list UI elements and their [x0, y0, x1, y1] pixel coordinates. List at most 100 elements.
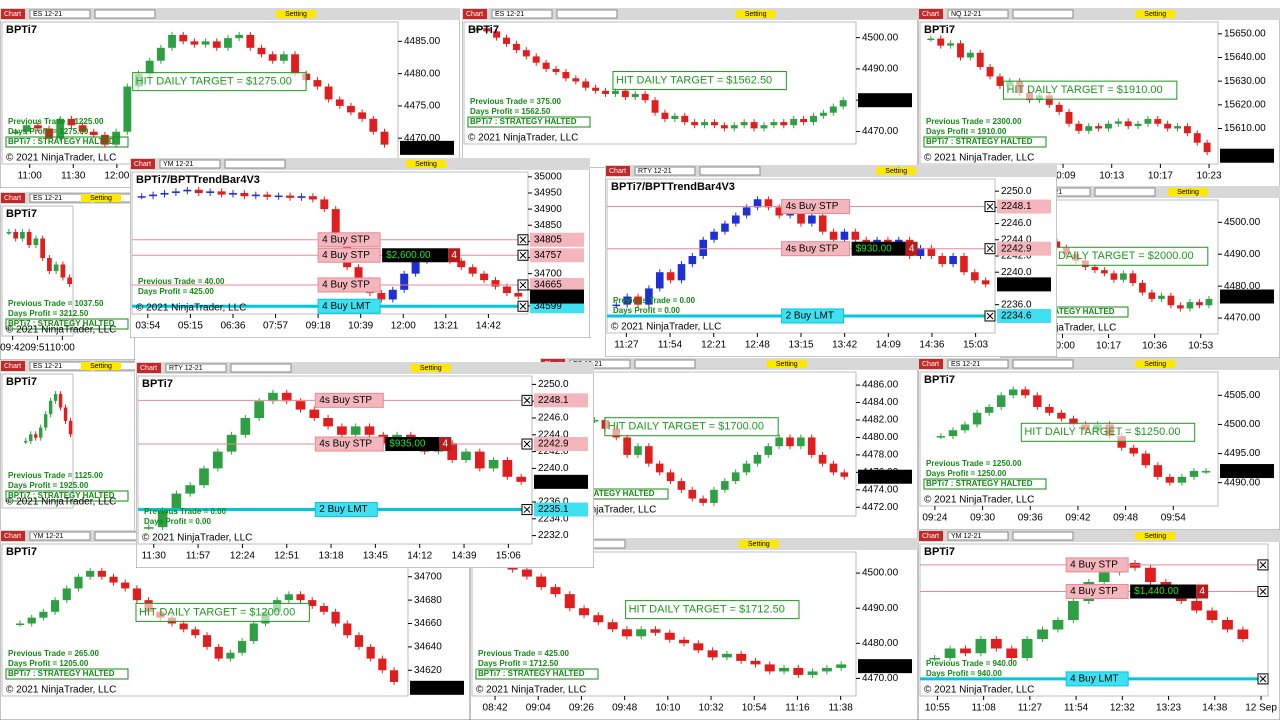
setting-button[interactable]	[766, 360, 807, 368]
instrument-label[interactable]: ES 12-21	[33, 195, 62, 202]
setting-label[interactable]: Setting	[420, 365, 442, 372]
setting-button[interactable]	[410, 364, 451, 372]
setting-button[interactable]	[738, 540, 779, 548]
instrument-label[interactable]: YM 12-21	[33, 533, 63, 540]
order-cancel-x[interactable]	[986, 312, 994, 320]
instrument-box[interactable]	[29, 9, 91, 19]
order-label[interactable]: 4 Buy STP	[322, 280, 370, 291]
order-label-box[interactable]	[781, 308, 845, 324]
interval-box[interactable]	[1094, 187, 1156, 197]
order-label-box[interactable]	[1065, 584, 1129, 599]
order-cancel-x[interactable]	[523, 440, 531, 448]
chart-tab-label[interactable]: Chart	[4, 533, 21, 540]
chart-tab[interactable]	[919, 9, 943, 19]
setting-button[interactable]	[1135, 360, 1176, 368]
setting-button[interactable]	[735, 10, 776, 18]
order-label-box[interactable]	[781, 199, 851, 215]
setting-label[interactable]: Setting	[748, 541, 770, 548]
interval-box[interactable]	[634, 359, 696, 369]
setting-label[interactable]: Setting	[745, 11, 767, 18]
setting-button[interactable]	[1168, 188, 1208, 196]
setting-label[interactable]: Setting	[1144, 533, 1166, 540]
order-cancel-x[interactable]	[1259, 675, 1267, 683]
chart-tab[interactable]	[606, 166, 630, 176]
order-label-box[interactable]	[314, 502, 378, 518]
order-label[interactable]: 4 Buy STP	[322, 250, 370, 261]
chart-tab-label[interactable]: Chart	[922, 533, 939, 540]
instrument-label[interactable]: ES 12-21	[495, 11, 524, 18]
order-label[interactable]: 2 Buy LMT	[786, 311, 834, 322]
instrument-label[interactable]: ES 12-21	[951, 361, 980, 368]
setting-button[interactable]	[1135, 10, 1176, 18]
setting-button[interactable]	[876, 167, 917, 175]
chart-tab[interactable]	[137, 363, 161, 373]
interval-box[interactable]	[94, 9, 156, 19]
setting-button[interactable]	[276, 10, 316, 18]
order-label-box[interactable]	[781, 241, 851, 257]
chart-tab[interactable]	[1, 361, 25, 371]
instrument-box[interactable]	[947, 359, 1009, 369]
chart-tab-label[interactable]: Chart	[4, 363, 21, 370]
order-label-box[interactable]	[317, 247, 381, 263]
chart-tab[interactable]	[463, 9, 487, 19]
setting-label[interactable]: Setting	[1177, 189, 1199, 196]
chart-tab[interactable]	[1, 9, 25, 19]
interval-box[interactable]	[1012, 359, 1074, 369]
order-cancel-x[interactable]	[519, 281, 527, 289]
order-label[interactable]: 2 Buy LMT	[319, 504, 367, 515]
order-label[interactable]: 4s Buy STP	[786, 201, 839, 212]
chart-tab[interactable]	[919, 531, 943, 541]
order-cancel-x[interactable]	[519, 236, 527, 244]
order-label[interactable]: 4 Buy STP	[322, 234, 370, 245]
order-cancel-x[interactable]	[986, 203, 994, 210]
instrument-box[interactable]	[159, 159, 221, 169]
setting-button[interactable]	[406, 160, 446, 168]
chart-tab-label[interactable]: Chart	[922, 361, 939, 368]
instrument-label[interactable]: NQ 12-21	[951, 11, 981, 18]
setting-label[interactable]: Setting	[1144, 361, 1166, 368]
instrument-box[interactable]	[165, 363, 227, 373]
order-label[interactable]: 4s Buy STP	[319, 439, 372, 450]
order-label-box[interactable]	[1065, 671, 1129, 687]
interval-box[interactable]	[1012, 9, 1074, 19]
chart-tab-label[interactable]: Chart	[134, 161, 151, 168]
instrument-label[interactable]: RTY 12-21	[638, 168, 672, 175]
order-cancel-x[interactable]	[519, 302, 527, 310]
setting-label[interactable]: Setting	[1144, 11, 1166, 18]
order-cancel-x[interactable]	[523, 397, 531, 404]
chart-tab-label[interactable]: Chart	[4, 11, 21, 18]
instrument-box[interactable]	[947, 9, 1009, 19]
order-cancel-x[interactable]	[986, 245, 994, 253]
chart-tab-label[interactable]: Chart	[922, 11, 939, 18]
order-label[interactable]: 4s Buy STP	[319, 395, 372, 406]
interval-box[interactable]	[699, 166, 761, 176]
order-label[interactable]: 4s Buy STP	[786, 243, 839, 254]
interval-box[interactable]	[224, 159, 286, 169]
order-label[interactable]: 4 Buy STP	[1070, 560, 1118, 571]
order-label-box[interactable]	[317, 298, 381, 314]
order-label-box[interactable]	[314, 436, 384, 452]
interval-box[interactable]	[230, 363, 292, 373]
setting-button[interactable]	[1135, 532, 1176, 540]
order-label-box[interactable]	[1065, 557, 1129, 573]
instrument-label[interactable]: RTY 12-21	[169, 365, 203, 372]
order-label[interactable]: 4 Buy STP	[1070, 586, 1118, 597]
chart-tab[interactable]	[919, 359, 943, 369]
instrument-label[interactable]: ES 12-21	[33, 363, 62, 370]
setting-label[interactable]: Setting	[90, 363, 112, 370]
order-label[interactable]: 4 Buy LMT	[322, 301, 370, 312]
chart-tab[interactable]	[1, 193, 25, 203]
chart-tab-label[interactable]: Chart	[466, 11, 483, 18]
instrument-box[interactable]	[491, 9, 553, 19]
instrument-label[interactable]: YM 12-21	[163, 161, 193, 168]
instrument-label[interactable]: ES 12-21	[33, 11, 62, 18]
chart-tab-label[interactable]: Chart	[4, 195, 21, 202]
instrument-box[interactable]	[947, 531, 1009, 541]
setting-label[interactable]: Setting	[285, 11, 307, 18]
order-label-box[interactable]	[317, 232, 381, 248]
order-label-box[interactable]	[317, 277, 381, 293]
chart-tab-label[interactable]: Chart	[609, 168, 626, 175]
interval-box[interactable]	[1012, 531, 1074, 541]
interval-box[interactable]	[556, 9, 618, 19]
instrument-box[interactable]	[29, 531, 91, 541]
